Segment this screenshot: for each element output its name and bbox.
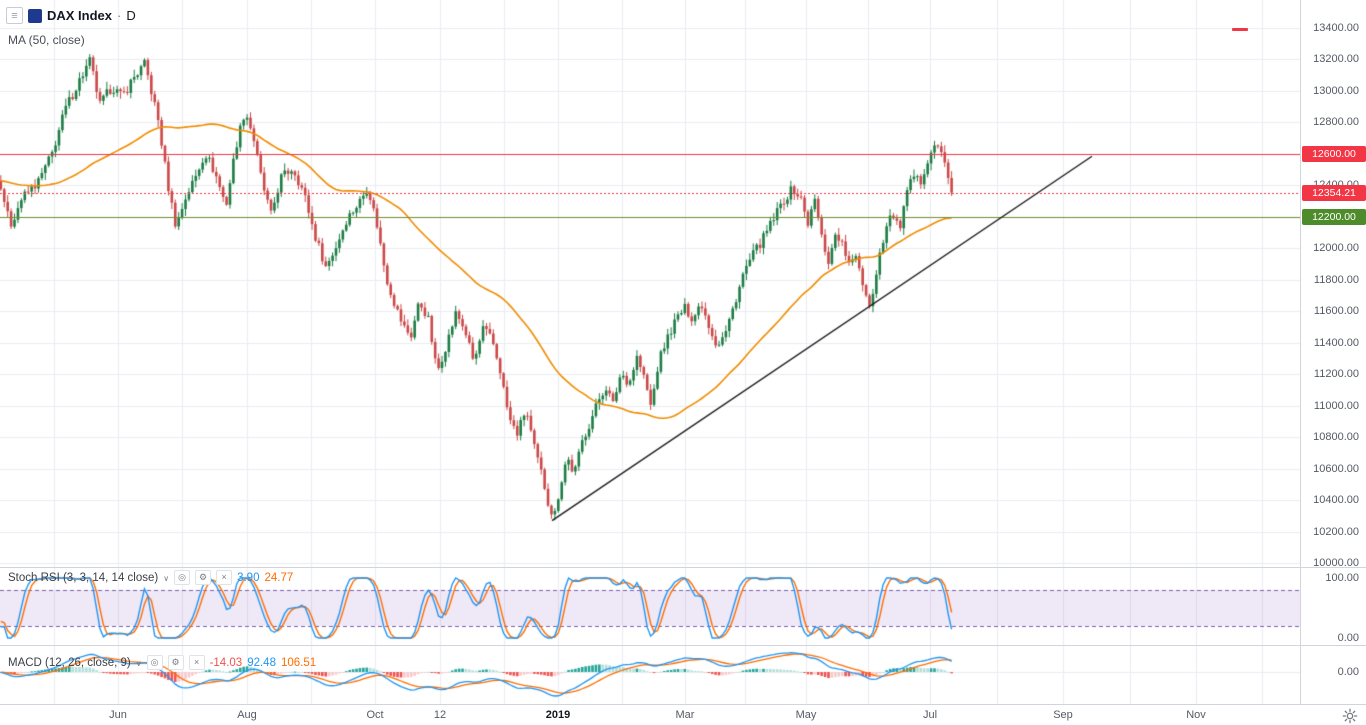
gear-icon[interactable] (1342, 708, 1358, 724)
price-tick-label: 11400.00 (1313, 336, 1359, 349)
symbol-title[interactable]: DAX Index (47, 8, 113, 23)
chart-canvas[interactable] (0, 0, 1300, 704)
stoch-tick-label: 100.00 (1325, 572, 1359, 584)
chevron-down-icon[interactable]: ∨ (135, 659, 142, 668)
price-tick-label: 10200.00 (1313, 525, 1359, 538)
legend-menu-icon[interactable]: ≡ (6, 7, 23, 24)
price-tick-label: 12000.00 (1313, 242, 1359, 255)
price-tick-label: 12800.00 (1313, 116, 1359, 129)
time-tick-label: Oct (366, 709, 384, 721)
price-tick-label: 13000.00 (1313, 84, 1359, 97)
time-tick-label: Jul (922, 709, 938, 721)
time-tick-label: Aug (237, 709, 257, 721)
last-price-badge: 12354.21 (1302, 184, 1366, 201)
stoch-k-value: 3.90 (237, 571, 260, 584)
price-tick-label: 13200.00 (1313, 53, 1359, 66)
alert-line-marker[interactable] (1232, 28, 1248, 31)
time-tick-label: Jun (109, 709, 127, 721)
remove-close-icon[interactable]: × (216, 570, 233, 585)
pane-divider[interactable] (0, 567, 1366, 568)
macd-line-value: 92.48 (247, 656, 276, 669)
time-tick-label: 2019 (545, 709, 571, 721)
chevron-down-icon[interactable]: ∨ (163, 574, 170, 583)
support-price-badge: 12200.00 (1302, 208, 1366, 225)
time-tick-label: May (795, 709, 817, 721)
instrument-logo-icon (28, 8, 42, 23)
interval-label[interactable]: D (126, 8, 136, 23)
price-tick-label: 11200.00 (1313, 368, 1359, 381)
resistance-price-badge: 12600.00 (1302, 145, 1366, 162)
settings-gear-icon[interactable]: ⚙ (167, 655, 184, 670)
time-tick-label: Nov (1186, 709, 1206, 721)
visibility-eye-icon[interactable]: ◎ (146, 655, 163, 670)
time-tick-label: Mar (675, 709, 695, 721)
ma-legend-label[interactable]: MA (50, close) (8, 33, 85, 47)
time-axis[interactable]: Jun Aug Oct 12 2019 Mar May Jul Sep Nov (0, 704, 1366, 725)
macd-histogram-value: -14.03 (209, 656, 243, 669)
price-tick-label: 10000.00 (1313, 557, 1359, 570)
remove-close-icon[interactable]: × (188, 655, 205, 670)
price-tick-label: 13400.00 (1313, 22, 1359, 34)
macd-title[interactable]: MACD (12, 26, close, 9) (8, 656, 131, 669)
stoch-tick-label: 0.00 (1337, 632, 1359, 644)
visibility-eye-icon[interactable]: ◎ (174, 570, 191, 585)
price-axis[interactable]: 12600.00 12354.21 12200.00 13400.00 13200… (1300, 0, 1366, 704)
time-tick-label: 12 (433, 709, 447, 721)
price-tick-label: 10600.00 (1313, 462, 1359, 475)
legend-separator: · (117, 8, 122, 23)
ma-indicator-legend[interactable]: MA (50, close) (8, 33, 85, 47)
macd-tick-label: 0.00 (1337, 666, 1359, 678)
pane-divider[interactable] (0, 645, 1366, 646)
time-tick-label: Sep (1053, 709, 1073, 721)
price-tick-label: 11600.00 (1313, 305, 1359, 318)
macd-legend[interactable]: MACD (12, 26, close, 9) ∨ ◎ ⚙ × -14.03 9… (8, 655, 316, 670)
stoch-d-value: 24.77 (264, 571, 294, 584)
symbol-legend[interactable]: ≡ DAX Index · D (6, 7, 136, 24)
stoch-rsi-legend[interactable]: Stoch RSI (3, 3, 14, 14 close) ∨ ◎ ⚙ × 3… (8, 570, 293, 585)
price-tick-label: 11800.00 (1313, 273, 1359, 286)
macd-signal-value: 106.51 (280, 656, 317, 669)
price-tick-label: 10400.00 (1313, 494, 1359, 507)
stoch-rsi-title[interactable]: Stoch RSI (3, 3, 14, 14 close) (8, 571, 159, 584)
price-tick-label: 11000.00 (1313, 399, 1359, 412)
settings-gear-icon[interactable]: ⚙ (195, 570, 212, 585)
price-tick-label: 10800.00 (1313, 431, 1359, 444)
